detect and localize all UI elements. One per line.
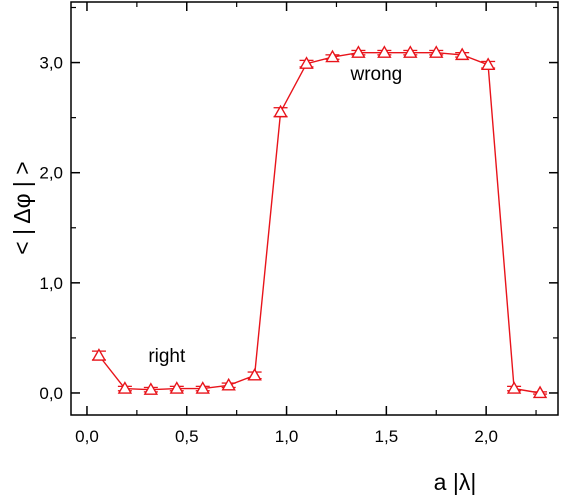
data-point — [273, 104, 288, 118]
x-tick-label: 1,5 — [375, 427, 399, 446]
data-point — [325, 49, 340, 63]
data-point — [377, 45, 392, 58]
y-tick-label: 1,0 — [39, 274, 63, 293]
data-point — [221, 377, 236, 391]
y-tick-label: 2,0 — [39, 164, 63, 183]
data-point — [247, 367, 262, 381]
data-point — [532, 385, 548, 399]
data-point — [195, 381, 210, 394]
annotation-layer: right wrong — [148, 64, 402, 367]
ticks-layer: 0,0 0,5 1,0 1,5 2,0 0,0 1,0 2,0 3,0 — [39, 2, 558, 446]
y-tick-label: 3,0 — [39, 54, 63, 73]
x-tick-label: 2,0 — [474, 427, 498, 446]
annotation-label: wrong — [349, 64, 402, 85]
series-line — [98, 52, 541, 394]
x-tick-label: 0,5 — [175, 427, 199, 446]
data-point — [480, 57, 496, 70]
plot-frame — [70, 1, 559, 416]
data-point — [169, 381, 184, 394]
series-layer — [91, 45, 548, 399]
x-axis-label: a |λ| — [434, 469, 477, 495]
y-axis-label: < | Δφ | > — [9, 161, 35, 254]
annotation-label: right — [148, 346, 186, 367]
data-point — [117, 381, 133, 394]
x-tick-label: 1,0 — [275, 427, 299, 446]
data-point — [506, 381, 522, 394]
data-point — [454, 47, 470, 61]
data-point — [91, 348, 107, 361]
data-point — [143, 382, 159, 395]
data-point — [299, 56, 314, 69]
y-tick-label: 0,0 — [39, 384, 63, 403]
data-point — [403, 45, 418, 58]
data-point — [429, 45, 444, 58]
x-tick-label: 0,0 — [75, 427, 99, 446]
data-point — [351, 45, 366, 58]
